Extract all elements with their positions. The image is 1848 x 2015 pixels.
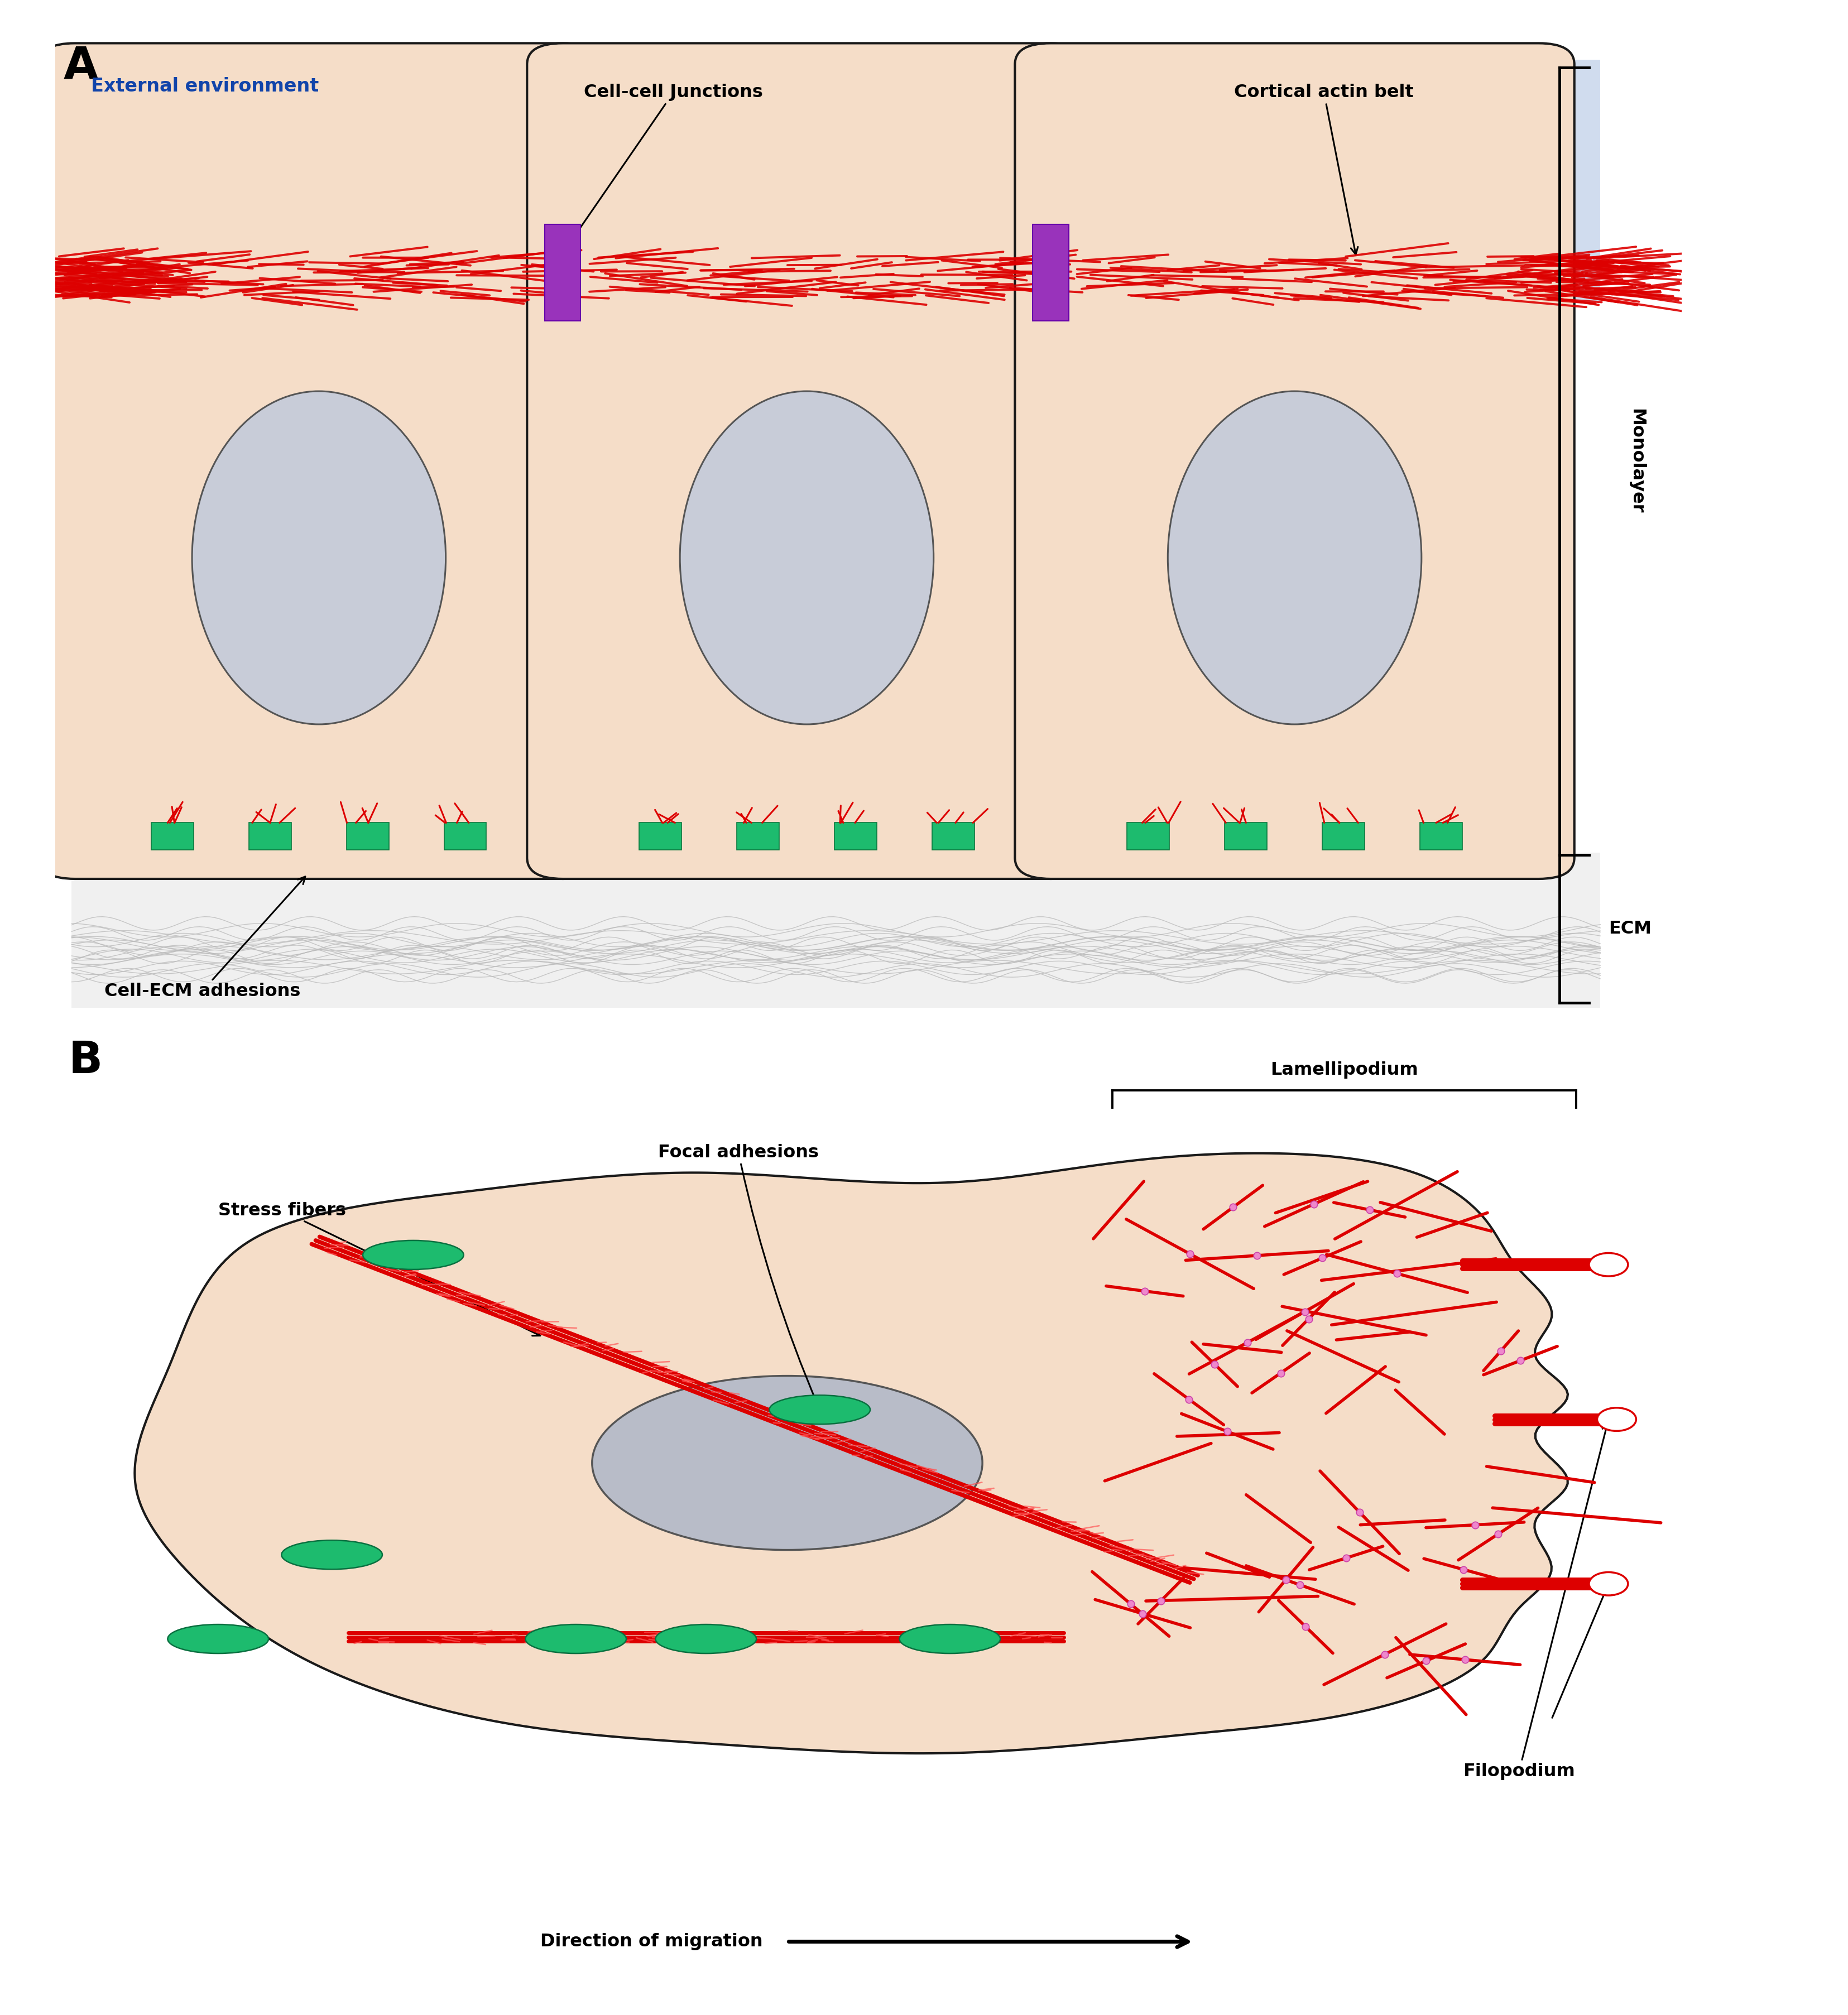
Bar bbox=[72, 852, 1600, 1008]
Circle shape bbox=[1597, 1408, 1635, 1431]
Ellipse shape bbox=[168, 1624, 268, 1654]
Text: Monolayer: Monolayer bbox=[1628, 409, 1645, 514]
Circle shape bbox=[1589, 1253, 1628, 1275]
Bar bbox=[444, 822, 486, 850]
FancyBboxPatch shape bbox=[527, 42, 1087, 879]
Text: Cortical actin belt: Cortical actin belt bbox=[1234, 85, 1414, 254]
Ellipse shape bbox=[769, 1394, 870, 1425]
Bar bbox=[347, 822, 388, 850]
Ellipse shape bbox=[656, 1624, 756, 1654]
Bar bbox=[737, 822, 780, 850]
Text: B: B bbox=[68, 1040, 103, 1082]
Bar bbox=[639, 822, 682, 850]
Text: Direction of migration: Direction of migration bbox=[540, 1932, 763, 1951]
Ellipse shape bbox=[362, 1241, 464, 1269]
FancyBboxPatch shape bbox=[1015, 42, 1574, 879]
Bar bbox=[545, 224, 580, 320]
Bar bbox=[1323, 822, 1364, 850]
Text: A: A bbox=[63, 44, 98, 89]
Bar bbox=[931, 822, 974, 850]
Circle shape bbox=[1589, 1572, 1628, 1596]
FancyBboxPatch shape bbox=[39, 42, 599, 879]
Bar bbox=[835, 822, 876, 850]
Text: Lamellipodium: Lamellipodium bbox=[1270, 1062, 1417, 1078]
Ellipse shape bbox=[192, 391, 445, 723]
Ellipse shape bbox=[1168, 391, 1421, 723]
Ellipse shape bbox=[900, 1624, 1000, 1654]
Bar bbox=[249, 822, 292, 850]
Bar bbox=[72, 60, 1600, 310]
Ellipse shape bbox=[281, 1539, 383, 1570]
Text: Filopodium: Filopodium bbox=[1464, 1423, 1610, 1779]
Bar bbox=[1419, 822, 1462, 850]
Text: Stress fibers: Stress fibers bbox=[218, 1201, 540, 1336]
Bar bbox=[72, 302, 1600, 891]
Text: Cell-cell Junctions: Cell-cell Junctions bbox=[565, 85, 763, 250]
Text: Cell-ECM adhesions: Cell-ECM adhesions bbox=[103, 877, 305, 999]
Ellipse shape bbox=[680, 391, 933, 723]
Ellipse shape bbox=[591, 1376, 983, 1550]
Bar bbox=[1127, 822, 1170, 850]
Text: External environment: External environment bbox=[91, 77, 320, 95]
Bar bbox=[1033, 224, 1068, 320]
Text: Focal adhesions: Focal adhesions bbox=[658, 1145, 819, 1406]
Bar bbox=[1225, 822, 1268, 850]
Text: ECM: ECM bbox=[1608, 921, 1652, 937]
Bar bbox=[152, 822, 194, 850]
Polygon shape bbox=[135, 1153, 1567, 1753]
Ellipse shape bbox=[525, 1624, 626, 1654]
